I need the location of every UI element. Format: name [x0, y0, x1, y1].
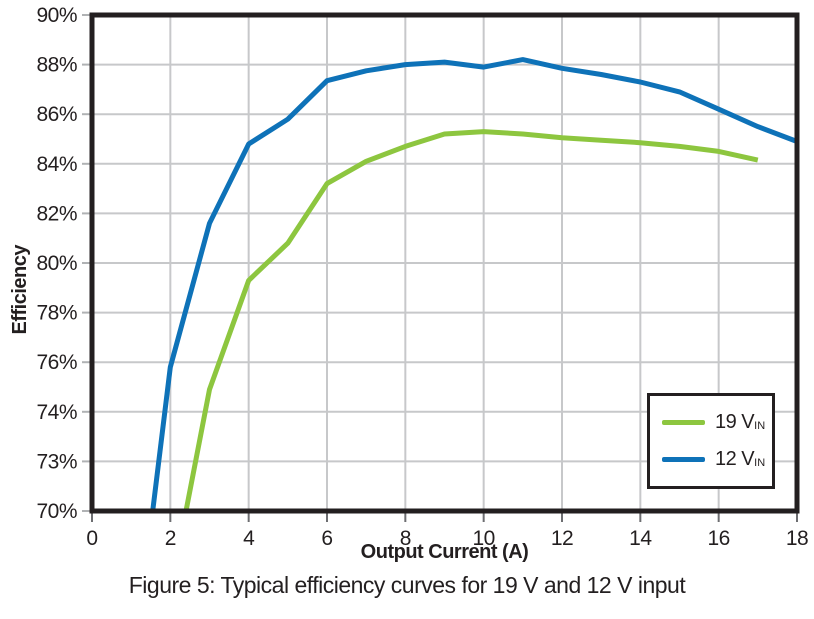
- y-tick-label: 90%: [36, 4, 77, 27]
- y-tick-label: 88%: [36, 54, 77, 77]
- x-tick-label: 10: [472, 527, 494, 550]
- legend-label-19vin: 19 VIN: [715, 411, 766, 433]
- y-tick-label: 82%: [36, 202, 77, 225]
- legend-entry-19vin: 19 VIN: [662, 411, 772, 434]
- y-axis-title: Efficiency: [8, 245, 31, 335]
- x-tick-label: 16: [707, 527, 729, 550]
- x-tick-label: 6: [321, 527, 332, 550]
- efficiency-curve-19vin: [183, 129, 759, 512]
- x-axis-title: Output Current (A): [360, 541, 529, 563]
- y-tick-label: 73%: [36, 450, 77, 473]
- y-tick-label: 78%: [36, 302, 77, 325]
- x-tick-label: 8: [400, 527, 411, 550]
- y-tick-label: 80%: [36, 252, 77, 275]
- x-tick-label: 4: [243, 527, 255, 550]
- chart-legend: 19 VIN 12 VIN: [647, 393, 775, 489]
- y-tick-label: 84%: [36, 153, 77, 176]
- x-tick-label: 12: [551, 527, 573, 550]
- y-tick-label: 86%: [36, 103, 77, 126]
- y-axis-title-wrap: Efficiency: [4, 40, 36, 540]
- x-tick-label: 14: [629, 527, 652, 550]
- legend-swatch-19vin: [662, 420, 705, 425]
- plot-frame: [89, 12, 800, 514]
- y-tick-label: 70%: [36, 500, 77, 523]
- legend-label-12vin: 12 VIN: [715, 448, 766, 470]
- x-tick-label: 18: [786, 527, 808, 550]
- x-tick-label: 0: [86, 527, 97, 550]
- efficiency-curve-12vin: [150, 57, 798, 512]
- legend-swatch-12vin: [662, 457, 705, 462]
- x-tick-label: 2: [165, 527, 176, 550]
- legend-entry-12vin: 12 VIN: [662, 448, 772, 471]
- y-tick-label: 74%: [36, 401, 77, 424]
- y-tick-label: 76%: [36, 351, 77, 374]
- figure-caption: Figure 5: Typical efficiency curves for …: [128, 572, 686, 598]
